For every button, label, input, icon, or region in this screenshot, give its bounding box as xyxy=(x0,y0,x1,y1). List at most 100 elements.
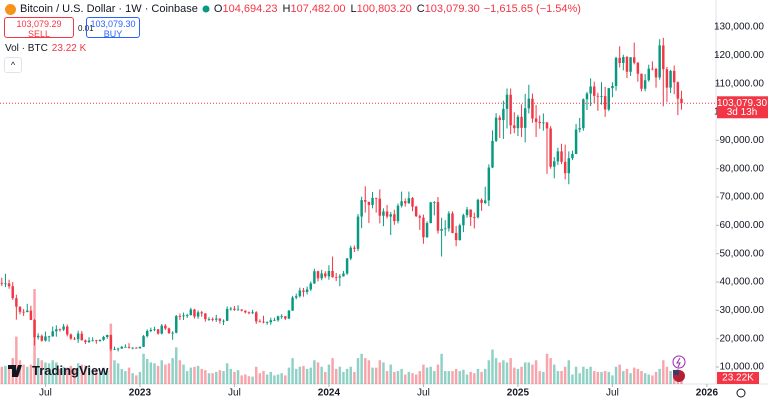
candle-body xyxy=(331,270,334,278)
candle-body xyxy=(454,232,458,241)
y-tick-label: 60,000.00 xyxy=(720,220,765,231)
volume-bar xyxy=(135,375,138,384)
candle-body xyxy=(26,310,29,313)
volume-bar xyxy=(156,365,160,384)
volume-bar xyxy=(611,375,614,384)
volume-bar xyxy=(36,358,40,384)
buy-button[interactable]: 103,079.30 BUY xyxy=(86,17,140,39)
volume-bar xyxy=(4,365,7,384)
sell-button[interactable]: 103,079.29 SELL xyxy=(4,17,74,39)
candle-body xyxy=(233,308,236,310)
volume-bar xyxy=(407,371,411,384)
volume-bar xyxy=(531,364,534,384)
volume-bar xyxy=(331,358,334,384)
volume-bar xyxy=(567,360,571,384)
candle-body xyxy=(18,306,22,312)
volume-bar xyxy=(607,371,611,384)
candle-body xyxy=(95,340,98,342)
volume-bar xyxy=(491,349,494,384)
volume-bar xyxy=(396,371,400,384)
volume-bar xyxy=(218,370,222,384)
candle-body xyxy=(185,315,189,316)
candle-body xyxy=(58,329,62,331)
candle-body xyxy=(204,313,207,320)
volume-bar xyxy=(287,367,291,384)
candle-body xyxy=(654,68,658,78)
candle-body xyxy=(651,68,654,70)
volume-bar xyxy=(589,366,592,384)
candle-body xyxy=(629,57,632,72)
volume-bar xyxy=(371,367,374,384)
volume-bar xyxy=(182,364,185,384)
candle-body xyxy=(353,247,356,249)
ohlc-key: C xyxy=(416,3,425,15)
volume-bar xyxy=(324,371,327,384)
volume-bar xyxy=(349,366,352,384)
candle-body xyxy=(483,200,487,203)
volume-bar xyxy=(149,362,153,384)
volume-bar xyxy=(469,371,472,384)
candle-body xyxy=(244,310,247,313)
volume-bar xyxy=(556,371,560,384)
volume-bar xyxy=(400,368,403,384)
volume-bar xyxy=(618,364,621,384)
settings-icon[interactable] xyxy=(736,388,746,398)
volume-bar xyxy=(258,373,262,384)
volume-bar xyxy=(22,364,25,384)
volume-bar xyxy=(302,365,305,384)
volume-bar xyxy=(236,370,240,384)
candle-body xyxy=(298,290,302,297)
candle-body xyxy=(374,197,378,199)
status-dot xyxy=(202,5,210,13)
candle-body xyxy=(251,312,254,314)
event-icon[interactable] xyxy=(672,355,686,369)
candle-body xyxy=(138,346,142,349)
volume-bar xyxy=(429,366,432,384)
candle-body xyxy=(273,320,276,322)
candle-body xyxy=(433,202,436,203)
candle-body xyxy=(302,290,305,292)
candle-body xyxy=(447,213,451,229)
candle-body xyxy=(91,340,94,342)
volume-bar xyxy=(636,368,640,384)
volume-bar xyxy=(545,353,549,384)
countdown-label: 3d 13h xyxy=(727,107,758,118)
volume-bar xyxy=(622,371,625,384)
spread: 0.01 xyxy=(78,24,94,33)
candle-body xyxy=(625,57,629,72)
candle-body xyxy=(578,128,581,130)
logo: TradingView xyxy=(8,363,108,378)
candle-body xyxy=(567,158,571,174)
collapse-button[interactable]: ^ xyxy=(4,57,22,73)
volume-bar xyxy=(98,373,102,384)
volume-bar xyxy=(269,371,273,384)
y-tick-label: 130,000.00 xyxy=(714,22,764,33)
candle-body xyxy=(502,108,505,120)
ohlc-value: 103,079.30 xyxy=(424,3,480,15)
ohlc: O104,694.23 H107,482.00 L100,803.20 C103,07… xyxy=(214,3,480,15)
candle-body xyxy=(451,213,454,233)
candle-body xyxy=(305,289,309,292)
volume-bar xyxy=(509,358,512,384)
volume-bar xyxy=(193,366,196,384)
volume-bar xyxy=(443,371,447,384)
volume-bar xyxy=(305,368,309,384)
volume-bar xyxy=(364,358,367,384)
candle-body xyxy=(193,309,196,317)
volume-bar xyxy=(113,360,116,384)
volume-bar xyxy=(91,371,94,384)
x-tick-label: 2024 xyxy=(318,388,341,399)
volume-bar xyxy=(164,364,167,384)
volume-bar xyxy=(593,371,596,384)
candle-body xyxy=(360,200,363,217)
logo-text: TradingView xyxy=(32,363,109,378)
candle-body xyxy=(7,283,11,287)
volume-bar xyxy=(658,368,661,384)
candle-body xyxy=(196,312,200,317)
volume-bar xyxy=(105,370,109,384)
volume-bar xyxy=(284,375,287,384)
candle-body xyxy=(0,282,4,284)
volume-bar xyxy=(382,362,385,384)
buy-price: 103,079.30 xyxy=(90,19,136,29)
